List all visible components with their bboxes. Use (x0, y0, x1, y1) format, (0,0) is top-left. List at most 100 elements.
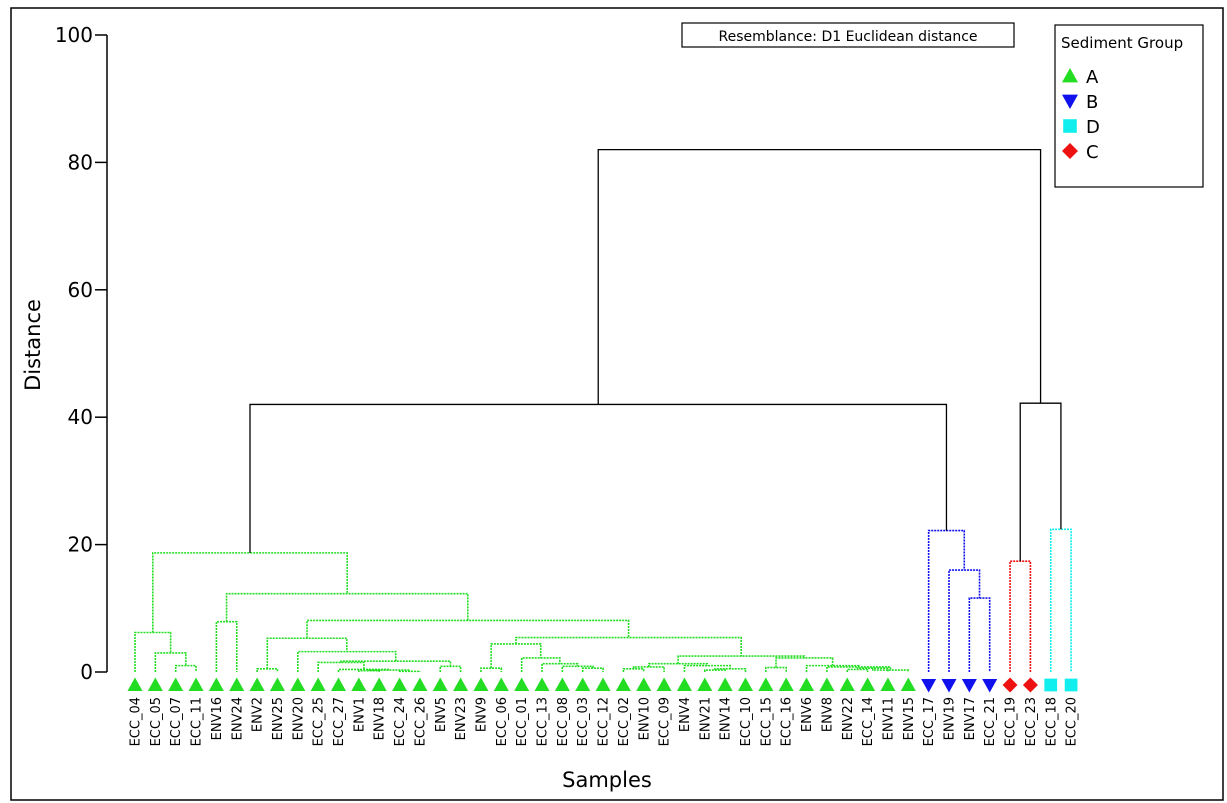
leaf-marker (819, 677, 835, 691)
leaf-label: ENV20 (291, 697, 306, 740)
leaf-label: ECC_23 (1024, 697, 1039, 746)
y-tick-label: 80 (68, 150, 93, 174)
leaf-marker (412, 677, 428, 691)
y-tick-label: 20 (68, 533, 93, 557)
leaf-marker (453, 677, 469, 691)
dendrogram-branch (1019, 402, 1062, 562)
y-tick-label: 60 (68, 278, 93, 302)
leaf-marker (1002, 677, 1018, 693)
leaf-label: ECC_21 (983, 697, 998, 746)
leaf-marker (473, 677, 489, 691)
dendrogram-branch (520, 657, 561, 672)
dendrogram-branch (249, 403, 948, 553)
leaf-marker (290, 677, 306, 691)
leaf-labels: ECC_04 ECC_05 ECC_07 ECC_11 ENV16 ENV24 ENV2 EN… (129, 697, 1080, 746)
leaf-marker (1044, 678, 1058, 692)
leaf-label: ECC_07 (169, 697, 184, 746)
dendrogram-branch (581, 667, 604, 672)
leaf-label: ECC_02 (617, 697, 632, 746)
leaf-label: ECC_10 (739, 697, 754, 746)
leaf-marker (1064, 678, 1078, 692)
dendrogram-branch (515, 636, 743, 657)
leaf-markers (127, 677, 1078, 693)
leaf-marker (392, 677, 408, 691)
leaf-label: ENV25 (271, 697, 286, 740)
leaf-marker (717, 677, 733, 691)
dendrogram-branch (871, 668, 910, 672)
dendrogram-branch (775, 657, 834, 668)
leaf-marker (554, 677, 570, 691)
dendrogram-branch (632, 666, 665, 672)
leaf-label: ENV4 (678, 697, 693, 732)
leaf-label: ENV15 (902, 697, 917, 740)
leaf-marker (229, 677, 245, 691)
leaf-marker (188, 677, 204, 691)
leaf-marker (636, 677, 652, 691)
leaf-label: ENV21 (698, 697, 713, 740)
leaf-label: ECC_17 (922, 697, 937, 746)
dendrogram-branch (846, 668, 869, 672)
dendrogram-branch (541, 662, 579, 672)
legend-box (1054, 24, 1204, 188)
dendrogram-branch (490, 643, 542, 669)
leaf-label: ECC_18 (1044, 697, 1059, 746)
leaf-marker (168, 677, 184, 691)
leaf-label: ENV14 (719, 697, 734, 740)
leaf-marker (493, 677, 509, 691)
dendrogram-branch (968, 597, 991, 672)
leaf-label: ENV11 (881, 697, 896, 740)
legend-marker (1063, 119, 1077, 133)
leaf-label: ECC_12 (597, 697, 612, 746)
leaf-marker (982, 679, 998, 693)
leaf-label: ENV2 (251, 697, 266, 732)
leaf-label: ENV10 (637, 697, 652, 740)
resemblance-note-box (681, 22, 1015, 48)
leaf-marker (697, 677, 713, 691)
dendrogram-branch (256, 668, 279, 672)
leaf-marker (799, 677, 815, 691)
leaf-marker (371, 677, 387, 691)
dendrogram-branch (225, 592, 469, 622)
y-axis-title: Distance (21, 299, 45, 391)
legend-marker (1062, 68, 1078, 83)
dendrogram-branch (358, 669, 380, 672)
leaf-marker (778, 677, 794, 691)
leaf-label: ECC_26 (413, 697, 428, 746)
leaf-marker (331, 677, 346, 691)
leaf-marker (615, 677, 631, 691)
leaf-marker (351, 677, 367, 691)
dendrogram-branch (317, 661, 365, 672)
leaf-marker (147, 677, 163, 691)
leaf-label: ECC_25 (312, 697, 327, 746)
leaf-label: ECC_19 (1004, 697, 1019, 746)
legend-label: D (1086, 117, 1100, 138)
leaf-marker (432, 677, 448, 691)
resemblance-note: Resemblance: D1 Euclidean distance (681, 22, 1015, 48)
leaf-label: ENV16 (210, 697, 225, 740)
dendrogram-branch (215, 620, 238, 672)
y-tick-label: 100 (55, 23, 93, 47)
leaf-marker (880, 677, 896, 691)
leaf-label: ENV22 (841, 697, 856, 740)
leaf-marker (310, 677, 326, 691)
dendrogram-branch (154, 652, 187, 672)
leaf-marker (208, 677, 224, 691)
leaf-label: ECC_03 (576, 697, 591, 746)
legend-marker (1062, 143, 1078, 159)
leaf-label: ECC_11 (190, 697, 205, 746)
dendrogram-branch (480, 667, 503, 672)
leaf-marker (941, 679, 957, 693)
dendrogram-branch (648, 662, 709, 667)
leaf-label: ECC_14 (861, 697, 876, 746)
dendrogram-tree (134, 149, 1072, 673)
dendrogram-branch (152, 552, 348, 633)
y-tick-label: 0 (80, 660, 93, 684)
leaf-label: ECC_09 (658, 697, 673, 746)
legend-label: C (1086, 142, 1099, 163)
dendrogram-branch (368, 669, 411, 672)
leaf-label: ENV1 (352, 697, 367, 732)
leaf-label: ENV19 (943, 697, 958, 740)
leaf-label: ECC_04 (129, 697, 144, 746)
dendrogram-branch (704, 669, 726, 672)
